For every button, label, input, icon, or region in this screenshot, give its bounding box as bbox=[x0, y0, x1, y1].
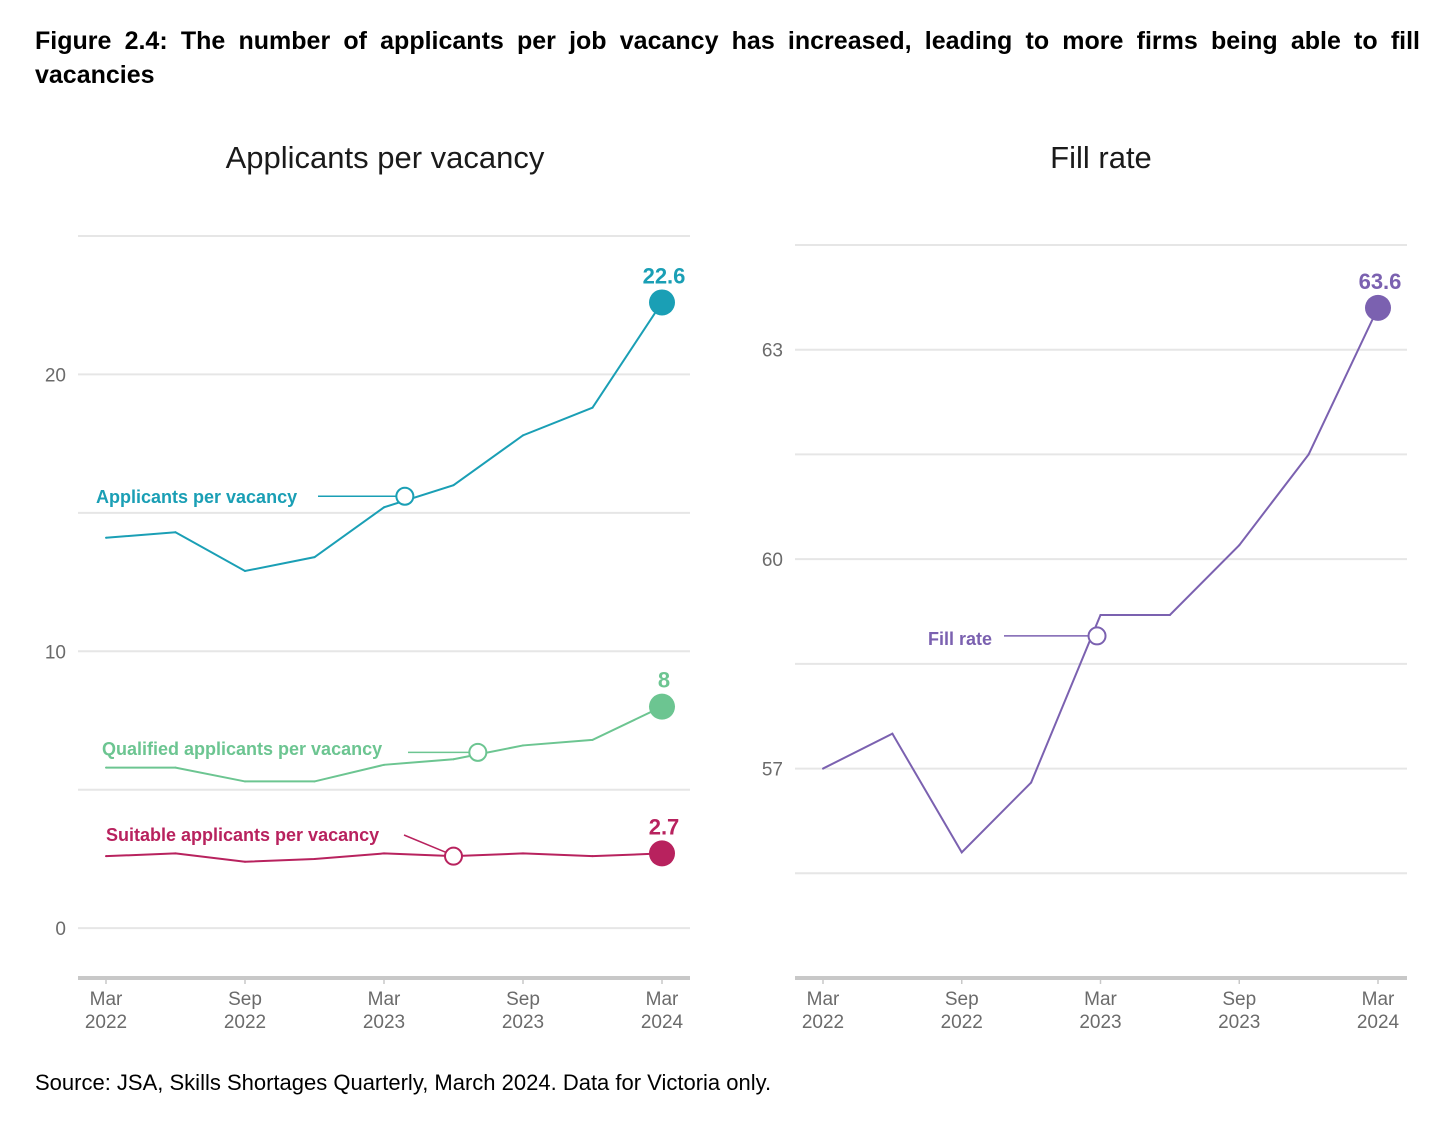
data-point bbox=[313, 556, 316, 559]
data-point bbox=[313, 780, 316, 783]
x-tick-label: 2022 bbox=[802, 1012, 844, 1033]
label-marker bbox=[468, 742, 488, 762]
x-tick-label: 2023 bbox=[363, 1012, 405, 1033]
data-point bbox=[452, 484, 455, 487]
data-point bbox=[522, 852, 524, 855]
data-point bbox=[383, 763, 385, 766]
source-note: Source: JSA, Skills Shortages Quarterly,… bbox=[35, 1070, 772, 1095]
data-point bbox=[174, 852, 177, 855]
data-point bbox=[105, 536, 107, 539]
x-tick-label: Sep bbox=[1222, 989, 1256, 1010]
data-point bbox=[1307, 453, 1310, 456]
chart-title-applicants: Applicants per vacancy bbox=[225, 140, 545, 175]
data-point bbox=[244, 780, 246, 783]
end-marker-fill-rate bbox=[1365, 294, 1391, 321]
data-point bbox=[1168, 613, 1171, 616]
data-point bbox=[522, 744, 524, 747]
x-tick-label: 2024 bbox=[1357, 1012, 1400, 1033]
x-tick-label: 2022 bbox=[941, 1012, 983, 1033]
data-point bbox=[383, 852, 385, 855]
y-tick-label: 10 bbox=[45, 642, 66, 663]
data-point bbox=[822, 767, 824, 770]
data-point bbox=[891, 732, 894, 735]
end-value-label-fill-rate: 63.6 bbox=[1359, 269, 1402, 294]
data-point bbox=[174, 531, 177, 534]
data-point bbox=[244, 570, 246, 573]
series-line-applicants-per-vacancy bbox=[105, 301, 663, 573]
y-tick-label: 20 bbox=[45, 365, 66, 386]
end-value-label-applicants-per-vacancy: 22.6 bbox=[643, 263, 686, 288]
data-point bbox=[105, 855, 107, 858]
label-marker bbox=[1087, 626, 1107, 646]
x-tick-label: Sep bbox=[506, 989, 540, 1010]
x-tick-label: 2022 bbox=[224, 1012, 266, 1033]
data-point bbox=[313, 857, 316, 860]
label-marker bbox=[444, 846, 463, 866]
x-tick-label: 2023 bbox=[1218, 1012, 1260, 1033]
x-tick-label: 2024 bbox=[641, 1012, 684, 1033]
x-tick-label: Mar bbox=[1362, 989, 1395, 1010]
data-point bbox=[960, 851, 963, 854]
x-tick-label: Sep bbox=[228, 989, 262, 1010]
x-tick-label: Sep bbox=[945, 989, 979, 1010]
y-tick-label: 0 bbox=[55, 919, 66, 940]
label-leader-line bbox=[403, 834, 446, 853]
end-value-label-suitable-applicants-per-vacancy: 2.7 bbox=[649, 814, 680, 839]
data-point bbox=[244, 860, 246, 863]
series-label-applicants-per-vacancy: Applicants per vacancy bbox=[96, 487, 297, 507]
end-marker-applicants-per-vacancy bbox=[649, 289, 675, 316]
data-point bbox=[1030, 781, 1033, 784]
x-tick-label: Mar bbox=[646, 989, 679, 1010]
end-marker-suitable-applicants-per-vacancy bbox=[649, 840, 675, 867]
x-tick-label: Mar bbox=[90, 989, 123, 1010]
data-point bbox=[174, 766, 177, 769]
label-marker bbox=[395, 486, 415, 506]
series-label-suitable-applicants-per-vacancy: Suitable applicants per vacancy bbox=[106, 825, 379, 845]
chart-title-fill-rate: Fill rate bbox=[1050, 140, 1152, 175]
y-tick-label: 60 bbox=[762, 550, 783, 571]
data-point bbox=[105, 766, 107, 769]
data-point bbox=[452, 758, 455, 761]
data-point bbox=[1238, 544, 1241, 547]
data-point bbox=[522, 434, 524, 437]
data-point bbox=[1099, 613, 1102, 616]
x-tick-label: Mar bbox=[807, 989, 840, 1010]
x-tick-label: 2022 bbox=[85, 1012, 127, 1033]
x-tick-label: Mar bbox=[1084, 989, 1117, 1010]
x-tick-label: Mar bbox=[368, 989, 401, 1010]
end-value-label-qualified-applicants-per-vacancy: 8 bbox=[658, 668, 670, 693]
end-marker-qualified-applicants-per-vacancy bbox=[649, 693, 675, 720]
figure-title: Figure 2.4: The number of applicants per… bbox=[35, 27, 1420, 89]
data-point bbox=[591, 738, 594, 741]
x-tick-label: 2023 bbox=[502, 1012, 544, 1033]
series-label-qualified-applicants-per-vacancy: Qualified applicants per vacancy bbox=[102, 739, 382, 759]
series-line-fill-rate bbox=[822, 307, 1379, 854]
data-point bbox=[383, 506, 385, 509]
x-tick-label: 2023 bbox=[1079, 1012, 1121, 1033]
data-point bbox=[591, 406, 594, 409]
data-point bbox=[591, 855, 594, 858]
y-tick-label: 57 bbox=[762, 760, 783, 781]
series-label-fill-rate: Fill rate bbox=[928, 629, 992, 649]
series-line-suitable-applicants-per-vacancy bbox=[105, 852, 663, 863]
y-tick-label: 63 bbox=[762, 341, 783, 362]
